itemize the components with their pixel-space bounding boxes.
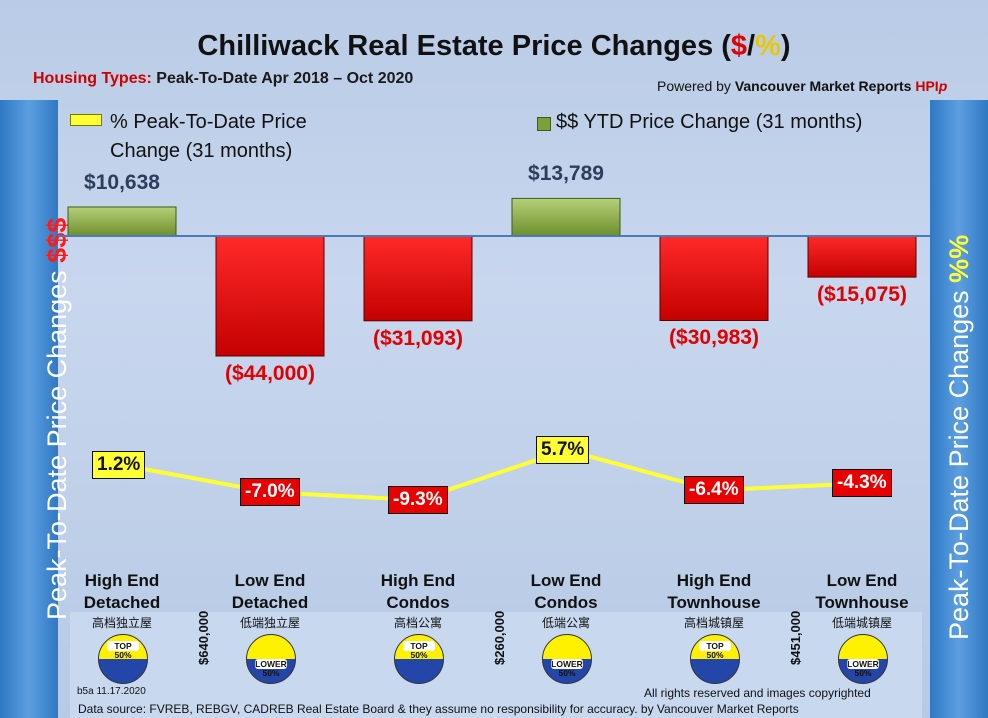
category-line: Townhouse — [815, 593, 909, 612]
left-side-panel: Peak-To-Date Price Changes $$$ — [0, 100, 72, 718]
category-line: Townhouse — [667, 593, 761, 612]
chinese-label-5: 低端城镇屋 — [831, 616, 892, 630]
category-label-3: Low End Condos — [496, 570, 636, 614]
chinese-label-2: 高档公寓 — [393, 616, 442, 630]
category-label-2: High End Condos — [348, 570, 488, 614]
rights-label: All rights reserved and images copyright… — [644, 686, 871, 700]
bar-5 — [807, 235, 917, 278]
badge-top-4: TOP 50% — [690, 634, 740, 684]
legend-dollar-swatch — [537, 117, 551, 131]
title-percent: % — [755, 30, 781, 62]
category-line: Condos — [386, 593, 450, 612]
category-label-4: High End Townhouse — [644, 570, 784, 614]
badge-line2: 50% — [706, 650, 724, 660]
bar-label-5: ($15,075) — [817, 283, 907, 307]
footer-strip — [70, 612, 922, 718]
badge-line2: 50% — [114, 650, 132, 660]
category-line: High End — [84, 571, 160, 590]
powered-by: Powered by Vancouver Market Reports HPIp — [657, 78, 947, 94]
category-line: High End — [676, 571, 752, 590]
title-dollar: $ — [730, 30, 748, 62]
badge-line2: 50% — [854, 668, 872, 678]
chinese-label-0: 高档独立屋 — [91, 616, 152, 630]
badge-top-2: TOP 50% — [394, 634, 444, 684]
bar-label-1: ($44,000) — [225, 362, 315, 385]
badge-top-0: TOP 50% — [98, 634, 148, 684]
bar-1 — [215, 235, 325, 357]
legend-pct-line2: Change (31 months) — [110, 140, 293, 162]
bar-2 — [363, 235, 473, 322]
version-label: b5a 11.17.2020 — [77, 686, 146, 697]
bar-0 — [67, 206, 177, 237]
title-text: Chilliwack Real Estate Price Changes ( — [197, 30, 731, 62]
category-line: Detached — [83, 593, 161, 612]
legend-pct: % Peak-To-Date Price Change (31 months) — [110, 108, 307, 166]
chinese-label-1: 低端独立屋 — [239, 616, 300, 630]
category-line: Detached — [231, 593, 309, 612]
badge-line1: LOWER — [255, 659, 287, 669]
bar-4 — [659, 235, 769, 321]
badge-line1: TOP — [403, 641, 435, 651]
bar-label-0: $10,638 — [84, 170, 160, 194]
badge-lower-3: LOWER 50% — [542, 634, 592, 684]
hpi-p: p — [938, 78, 948, 94]
subtitle: Housing Types: Peak-To-Date Apr 2018 – O… — [33, 70, 413, 88]
pct-label-5: -4.3% — [832, 469, 892, 498]
hpi-text: HPI — [915, 78, 939, 94]
powered-hpi: HPIp — [915, 78, 947, 94]
badge-line2: 50% — [558, 668, 576, 678]
chart-title: Chilliwack Real Estate Price Changes ($/… — [0, 30, 988, 63]
chinese-label-3: 低端公寓 — [541, 616, 590, 630]
badge-line1: LOWER — [551, 659, 583, 669]
subtitle-label: Housing Types: — [33, 70, 152, 87]
category-label-5: Low End Townhouse — [792, 570, 932, 614]
category-line: Low End — [234, 571, 306, 590]
bar-label-2: ($31,093) — [373, 326, 463, 350]
title-suffix: ) — [780, 30, 791, 62]
legend-dollar: $$ YTD Price Change (31 months) — [556, 111, 863, 133]
category-line: Low End — [826, 571, 898, 590]
badge-line1: LOWER — [847, 659, 879, 669]
legend-pct-line1: % Peak-To-Date Price — [110, 111, 307, 133]
pct-label-1: -7.0% — [240, 478, 300, 507]
badge-line1: TOP — [699, 641, 731, 651]
bar-3 — [511, 197, 621, 237]
legend-pct-swatch — [70, 114, 102, 126]
chinese-label-4: 高档城镇屋 — [683, 616, 744, 630]
pct-label-4: -6.4% — [684, 476, 744, 505]
median-price-2: $451,000 — [788, 610, 803, 665]
powered-prefix: Powered by — [657, 78, 731, 94]
category-line: Condos — [534, 593, 598, 612]
badge-line1: TOP — [107, 641, 139, 651]
bar-label-4: ($30,983) — [669, 326, 759, 350]
pct-label-0: 1.2% — [92, 451, 146, 479]
title-slash: / — [747, 30, 756, 62]
pct-line — [121, 447, 863, 502]
data-source: Data source: FVREB, REBGV, CADREB Real E… — [78, 702, 799, 716]
category-label-0: High End Detached — [52, 570, 192, 614]
powered-brand: Vancouver Market Reports — [734, 78, 912, 94]
badge-line2: 50% — [410, 650, 428, 660]
category-line: Low End — [530, 571, 602, 590]
right-side-panel: Peak-To-Date Price Changes %% — [930, 100, 988, 718]
bar-label-3: $13,789 — [528, 162, 604, 186]
subtitle-value: Peak-To-Date Apr 2018 – Oct 2020 — [156, 70, 414, 87]
badge-line2: 50% — [262, 668, 280, 678]
category-line: High End — [380, 571, 456, 590]
pct-label-3: 5.7% — [536, 436, 590, 464]
category-label-1: Low End Detached — [200, 570, 340, 614]
median-price-0: $640,000 — [196, 610, 211, 665]
badge-lower-5: LOWER 50% — [838, 634, 888, 684]
median-price-1: $260,000 — [492, 610, 507, 665]
badge-lower-1: LOWER 50% — [246, 634, 296, 684]
pct-label-2: -9.3% — [388, 485, 448, 514]
